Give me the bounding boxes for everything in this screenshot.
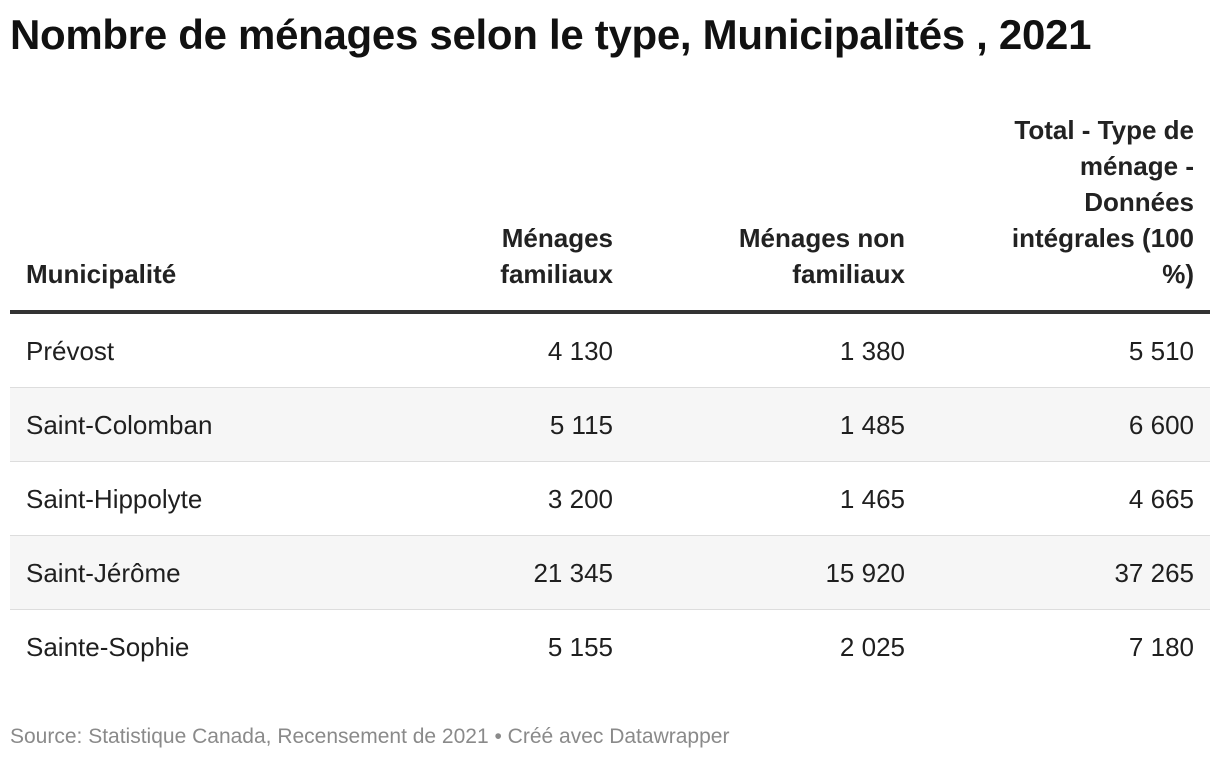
total-households-cell: 4 665 [905,461,1210,536]
total-households-cell: 37 265 [905,535,1210,610]
total-households-cell: 6 600 [905,387,1210,462]
family-households-cell: 5 115 [338,387,613,462]
total-households-cell: 5 510 [905,312,1210,388]
municipality-cell: Saint-Hippolyte [10,461,338,536]
non-family-households-cell: 1 380 [613,312,905,388]
non-family-households-cell: 2 025 [839,631,905,662]
non-family-households-cell: 1 465 [613,461,905,536]
family-households-cell: 4 130 [338,312,613,388]
header-row: Municipalité Ménages familiaux Ménages n… [10,112,1210,314]
table-row: Saint-Colomban 5 115 1 485 6 600 [10,387,1210,462]
municipality-cell: Saint-Colomban [10,387,338,462]
municipality-cell: Saint-Jérôme [10,535,338,610]
non-family-households-cell: 15 920 [613,535,905,610]
column-header-menages-familiaux-label: Ménages familiaux [500,223,613,289]
data-table: Municipalité Ménages familiaux Ménages n… [10,112,1210,683]
family-households-cell: 3 200 [338,461,613,536]
family-households-cell: 21 345 [338,535,613,610]
non-family-households-cell: 1 485 [613,387,905,462]
table-row: Sainte-Sophie 5 155 2 025 7 180 [10,610,1210,684]
source-note: Source: Statistique Canada, Recensement … [10,725,730,748]
table-row: Saint-Hippolyte 3 200 1 465 4 665 [10,461,1210,536]
column-header-menages-non-familiaux-label: Ménages non familiaux [738,223,905,289]
total-households-cell: 7 180 [1128,631,1194,662]
column-header-total[interactable]: Total - Type de ménage - Données intégra… [905,112,1210,314]
chart-title: Nombre de ménages selon le type, Municip… [10,11,1092,58]
column-header-menages-familiaux[interactable]: Ménages familiaux [338,112,613,314]
municipality-cell: Prévost [10,312,338,388]
family-households-cell: 5 155 [547,631,613,662]
table-row: Prévost 4 130 1 380 5 510 [10,312,1210,388]
column-header-municipalite[interactable]: Municipalité [10,112,338,314]
table-row: Saint-Jérôme 21 345 15 920 37 265 [10,535,1210,610]
column-header-total-label: Total - Type de ménage - Données intégra… [1011,115,1194,289]
municipality-cell: Sainte-Sophie [26,631,190,662]
column-header-menages-non-familiaux[interactable]: Ménages non familiaux [613,112,905,314]
